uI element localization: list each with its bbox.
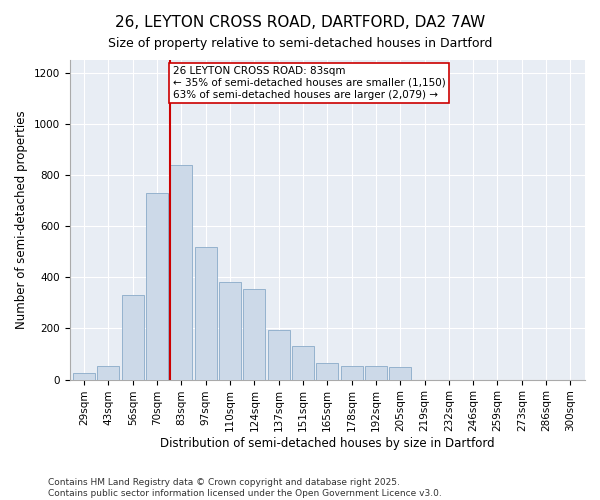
Bar [170, 165, 193, 380]
Bar [292, 346, 314, 380]
Bar [244, 289, 265, 380]
Bar [195, 246, 217, 380]
Text: Size of property relative to semi-detached houses in Dartford: Size of property relative to semi-detach… [108, 38, 492, 51]
Bar [122, 295, 143, 380]
Text: 26, LEYTON CROSS ROAD, DARTFORD, DA2 7AW: 26, LEYTON CROSS ROAD, DARTFORD, DA2 7AW [115, 15, 485, 30]
Bar [73, 373, 95, 380]
X-axis label: Distribution of semi-detached houses by size in Dartford: Distribution of semi-detached houses by … [160, 437, 494, 450]
Bar [97, 366, 119, 380]
Bar [389, 367, 411, 380]
Bar [219, 282, 241, 380]
Y-axis label: Number of semi-detached properties: Number of semi-detached properties [15, 110, 28, 329]
Bar [146, 193, 168, 380]
Bar [365, 366, 387, 380]
Bar [341, 366, 362, 380]
Text: Contains HM Land Registry data © Crown copyright and database right 2025.
Contai: Contains HM Land Registry data © Crown c… [48, 478, 442, 498]
Text: 26 LEYTON CROSS ROAD: 83sqm
← 35% of semi-detached houses are smaller (1,150)
63: 26 LEYTON CROSS ROAD: 83sqm ← 35% of sem… [173, 66, 446, 100]
Bar [268, 330, 290, 380]
Bar [316, 363, 338, 380]
